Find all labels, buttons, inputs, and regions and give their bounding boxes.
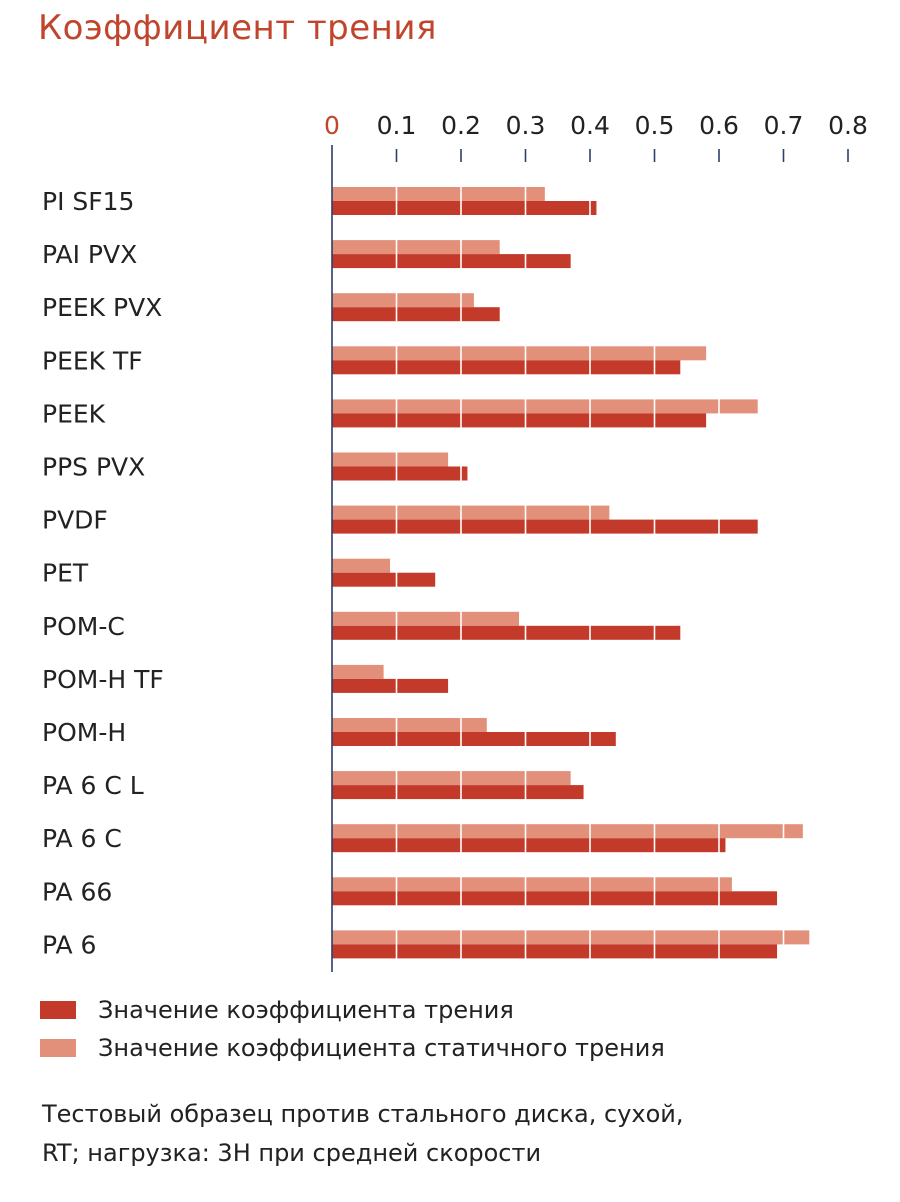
friction-bar — [332, 944, 778, 959]
category-label: PEEK — [42, 399, 106, 428]
x-tick-label: 0.7 — [764, 111, 804, 140]
friction-bar — [332, 838, 726, 853]
x-tick-label: 0.6 — [699, 111, 739, 140]
category-label: POM-C — [42, 612, 125, 641]
legend-item-friction: Значение коэффициента трения — [40, 990, 860, 1030]
friction-bar — [332, 519, 758, 534]
note-line-1: Тестовый образец против стального диска,… — [42, 1100, 684, 1128]
static-friction-bar — [332, 877, 732, 892]
category-label: PA 6 C — [42, 824, 122, 853]
test-conditions-note: Тестовый образец против стального диска,… — [42, 1095, 862, 1173]
bar-chart: 0 0.1 0.2 0.3 0.4 0.5 0.6 0.7 0.8 PI SF15 PAI PVX P… — [42, 111, 868, 972]
static-friction-bar — [332, 930, 810, 945]
category-label: PA 6 C L — [42, 771, 144, 800]
static-friction-bar — [332, 824, 803, 839]
legend-item-static-friction: Значение коэффициента статичного трения — [40, 1028, 860, 1068]
friction-bar — [332, 360, 681, 375]
static-friction-bar — [332, 558, 391, 573]
category-label: PVDF — [42, 506, 108, 535]
friction-bar — [332, 625, 681, 640]
category-label: PET — [42, 559, 89, 588]
x-tick-label: 0.4 — [570, 111, 610, 140]
x-tick-label: 0 — [324, 111, 340, 140]
x-tick-label: 0.5 — [635, 111, 675, 140]
static-friction-bar — [332, 240, 500, 255]
category-label: POM-H TF — [42, 665, 164, 694]
static-friction-bar — [332, 718, 487, 732]
friction-bar — [332, 254, 571, 269]
category-label: PAI PVX — [42, 240, 137, 269]
friction-bar — [332, 572, 436, 587]
category-label: PEEK TF — [42, 346, 143, 375]
friction-bar — [332, 307, 500, 322]
static-friction-bar — [332, 187, 545, 201]
legend-label-friction: Значение коэффициента трения — [98, 996, 514, 1024]
static-friction-bar — [332, 346, 707, 361]
friction-bar — [332, 678, 449, 693]
category-label: PI SF15 — [42, 187, 134, 216]
friction-bar — [332, 785, 584, 800]
category-label: PA 66 — [42, 877, 112, 906]
friction-bar — [332, 201, 597, 215]
static-friction-bar — [332, 505, 610, 520]
friction-bar — [332, 891, 778, 906]
legend-swatch-friction — [40, 1001, 76, 1019]
static-friction-bar — [332, 399, 758, 414]
note-line-2: RT; нагрузка: 3Н при средней скорости — [42, 1139, 542, 1167]
category-label: PA 6 — [42, 930, 96, 959]
x-tick-label: 0.2 — [441, 111, 481, 140]
friction-bar — [332, 413, 707, 428]
static-friction-bar — [332, 664, 384, 679]
x-tick-label: 0.1 — [377, 111, 417, 140]
legend-label-static-friction: Значение коэффициента статичного трения — [98, 1034, 665, 1062]
category-label: PPS PVX — [42, 453, 145, 482]
legend-swatch-static-friction — [40, 1039, 76, 1057]
static-friction-bar — [332, 771, 571, 786]
static-friction-bar — [332, 611, 520, 626]
static-friction-bar — [332, 452, 449, 467]
x-tick-label: 0.8 — [828, 111, 868, 140]
friction-bar — [332, 732, 616, 746]
static-friction-bar — [332, 293, 474, 308]
category-label: PEEK PVX — [42, 293, 162, 322]
category-label: POM-H — [42, 718, 126, 747]
x-tick-label: 0.3 — [506, 111, 546, 140]
chart-title: Коэффициент трения — [38, 8, 437, 48]
friction-bar — [332, 466, 468, 481]
